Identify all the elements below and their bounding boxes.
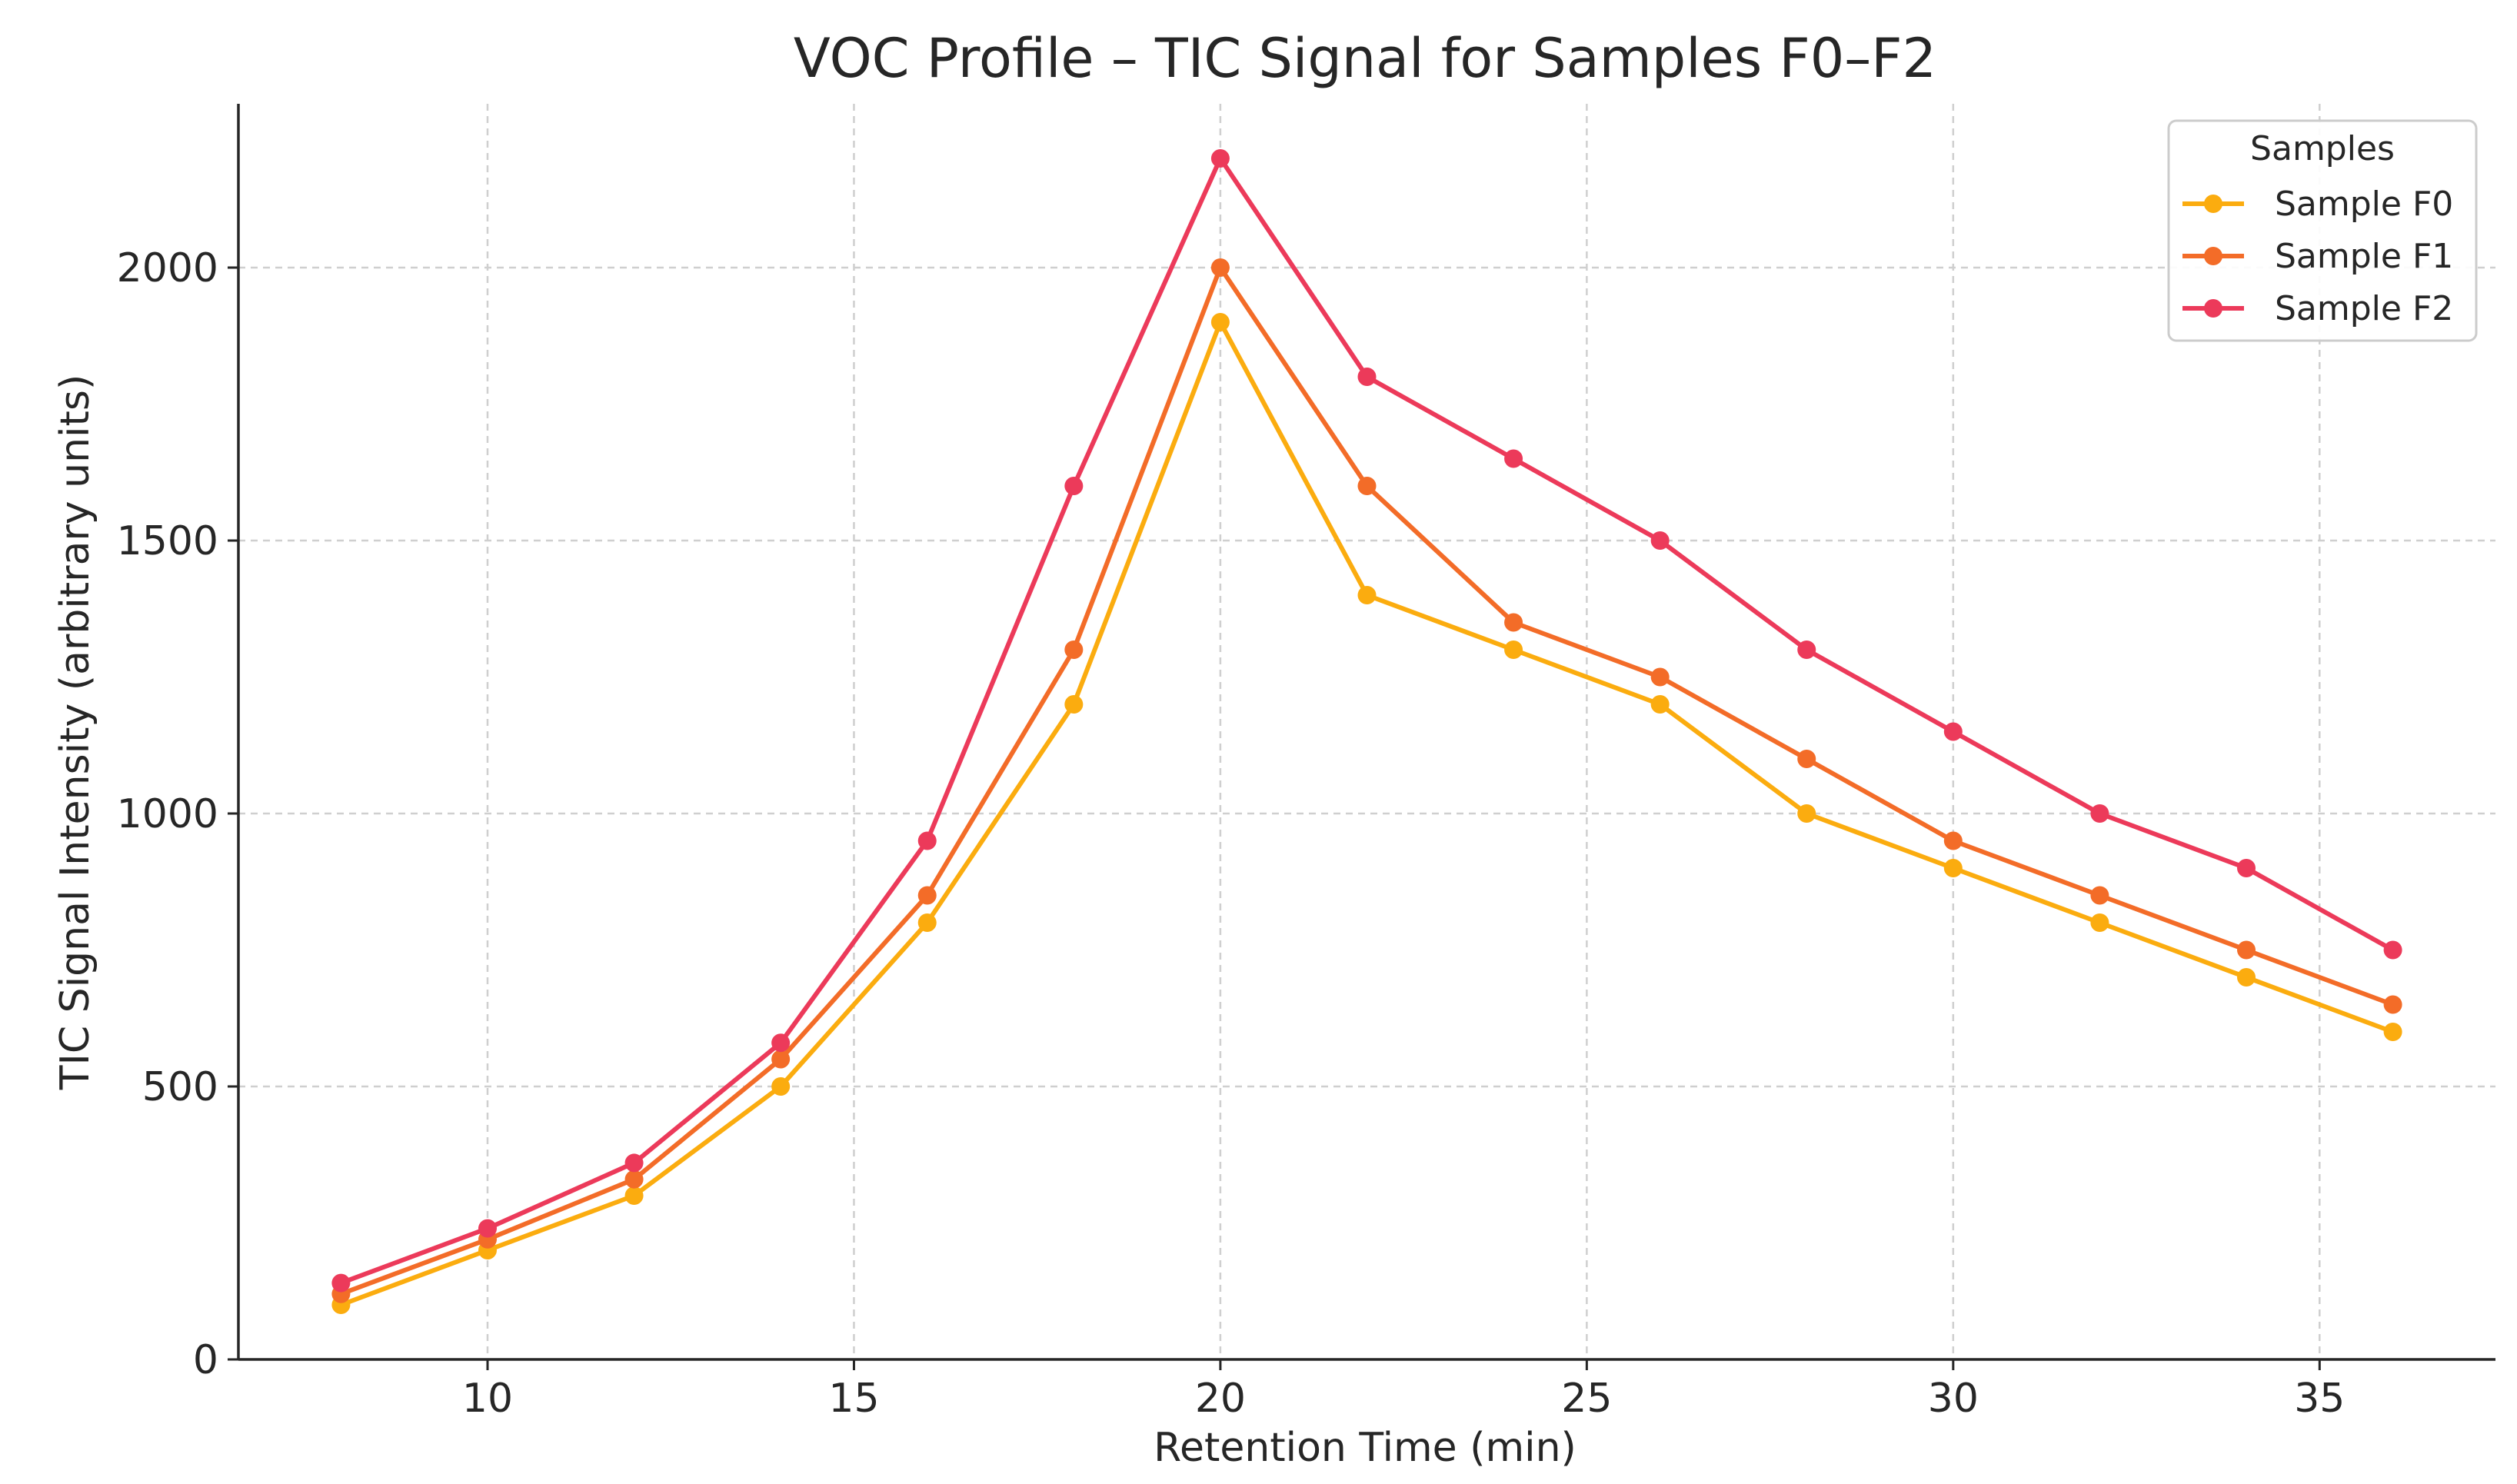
legend-items: Sample F0 Sample F1 Sample F2: [2182, 185, 2453, 328]
legend-title: Samples: [2250, 129, 2395, 168]
data-point: [1504, 613, 1523, 632]
data-point: [1650, 695, 1670, 714]
data-point: [2090, 886, 2109, 905]
y-tick-label: 0: [193, 1337, 218, 1383]
series-sample-f0: [331, 313, 2402, 1314]
data-point: [1210, 258, 1230, 277]
data-point: [917, 886, 937, 905]
data-point: [1504, 449, 1523, 468]
data-point: [1650, 531, 1670, 550]
x-tick-label: 30: [1928, 1376, 1979, 1422]
data-point: [1210, 313, 1230, 331]
data-point: [2383, 1023, 2402, 1041]
y-tick-label: 500: [142, 1064, 218, 1110]
legend-label: Sample F2: [2275, 289, 2453, 328]
legend-box: [2167, 119, 2478, 342]
data-point: [624, 1170, 644, 1189]
legend-item: Sample F2: [2182, 289, 2453, 328]
data-point: [624, 1186, 644, 1205]
data-point: [1943, 831, 1963, 850]
chart-title: VOC Profile – TIC Signal for Samples F0–…: [794, 27, 1936, 90]
data-point: [771, 1033, 791, 1053]
data-point: [331, 1273, 351, 1293]
data-point: [1357, 368, 1377, 386]
data-point: [1357, 477, 1377, 495]
data-point: [917, 831, 937, 850]
x-axis-label: Retention Time (min): [1154, 1425, 1576, 1471]
legend-item: Sample F1: [2182, 237, 2453, 276]
legend-label: Sample F1: [2275, 237, 2453, 276]
y-axis-label: TIC Signal Intensity (arbitrary units): [52, 374, 98, 1091]
data-point: [1064, 641, 1084, 659]
legend-item: Sample F0: [2182, 185, 2453, 224]
x-tick-label: 20: [1195, 1376, 1246, 1422]
legend-marker-swatch: [2204, 195, 2222, 213]
data-point: [1797, 641, 1816, 659]
series-group: [331, 149, 2402, 1314]
x-tick-label: 15: [828, 1376, 879, 1422]
data-point: [1357, 586, 1377, 604]
data-point: [2237, 968, 2256, 987]
data-point: [1943, 722, 1963, 741]
data-point: [624, 1153, 644, 1173]
data-point: [917, 913, 937, 932]
data-point: [1504, 641, 1523, 659]
y-tick-label: 1500: [117, 518, 218, 564]
tick-labels: 10 15 20 25 30 35 0 500 1000 1500 2000: [117, 245, 2346, 1422]
data-point: [1797, 750, 1816, 768]
data-point: [1650, 667, 1670, 687]
data-point: [1210, 149, 1230, 168]
data-point: [1064, 695, 1084, 714]
data-point: [478, 1219, 497, 1238]
data-point: [2383, 940, 2402, 960]
data-point: [1943, 859, 1963, 877]
axes: [228, 104, 2495, 1370]
data-point: [2237, 940, 2256, 960]
data-point: [1064, 477, 1084, 495]
data-point: [2090, 913, 2109, 932]
data-point: [771, 1077, 791, 1096]
data-point: [1797, 804, 1816, 823]
y-tick-label: 1000: [117, 791, 218, 837]
data-point: [2383, 995, 2402, 1014]
x-tick-label: 10: [462, 1376, 513, 1422]
y-tick-label: 2000: [117, 245, 218, 291]
legend-label: Sample F0: [2275, 185, 2453, 224]
series-sample-f2: [331, 149, 2402, 1293]
data-point: [771, 1050, 791, 1069]
data-point: [2090, 804, 2109, 823]
legend-marker-swatch: [2204, 247, 2222, 265]
x-tick-label: 25: [1561, 1376, 1612, 1422]
x-tick-label: 35: [2294, 1376, 2345, 1422]
data-point: [2237, 859, 2256, 877]
legend-marker-swatch: [2204, 299, 2222, 318]
legend: Samples Sample F0 Sample F1 Sample F2: [2167, 119, 2478, 342]
